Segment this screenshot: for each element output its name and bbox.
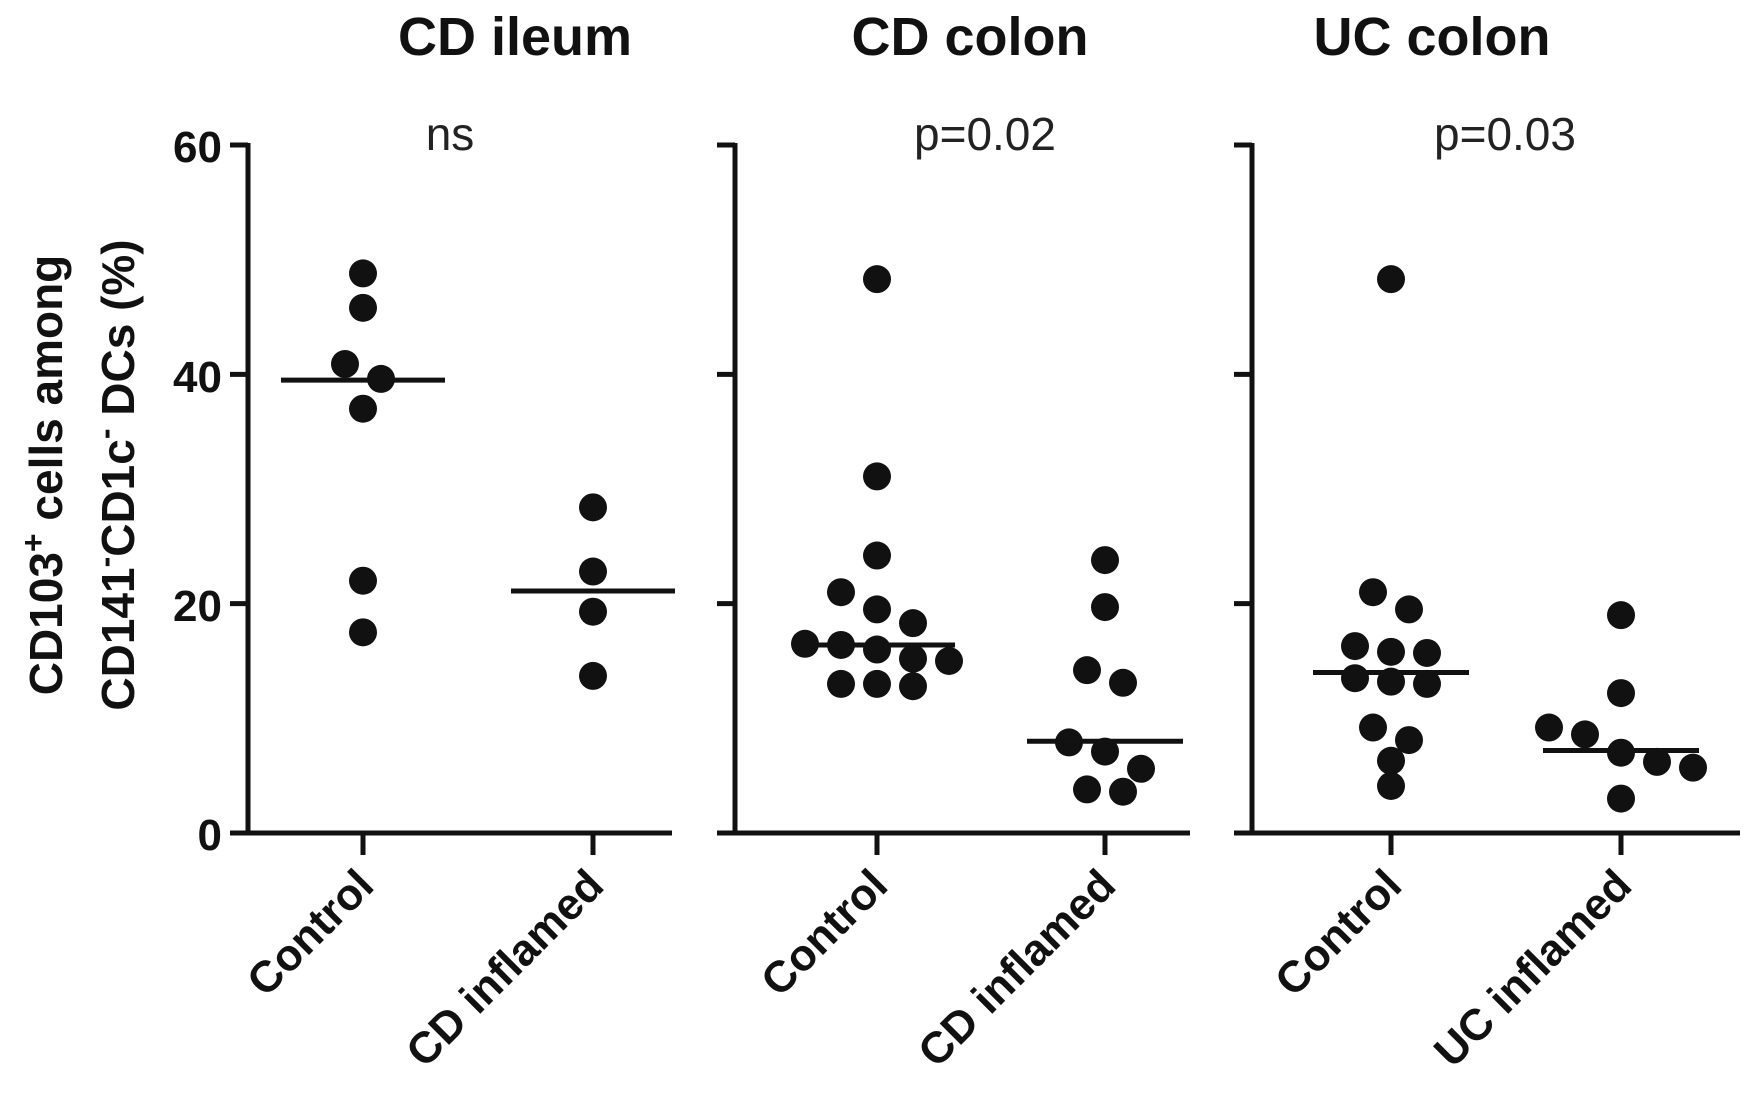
y-axis-label: CD103+ cells among CD141-CD1c- DCs (%) bbox=[15, 239, 144, 710]
data-point bbox=[579, 493, 607, 522]
data-point bbox=[1359, 713, 1387, 742]
data-point bbox=[863, 635, 891, 664]
plot-area-uc-colon bbox=[1234, 142, 1740, 855]
data-point bbox=[579, 661, 607, 690]
data-point bbox=[1571, 720, 1599, 749]
data-point bbox=[1109, 668, 1137, 697]
data-point bbox=[349, 566, 377, 595]
data-point bbox=[1073, 775, 1101, 804]
data-point bbox=[1127, 754, 1155, 783]
data-point bbox=[863, 669, 891, 698]
data-point bbox=[1109, 777, 1137, 806]
y-tick-labels: 60 40 20 0 bbox=[173, 123, 222, 860]
data-point bbox=[1607, 601, 1635, 630]
category-label-uc-colon-control: Control bbox=[1266, 860, 1411, 1005]
category-label-cd-colon-control: Control bbox=[752, 860, 897, 1005]
data-point bbox=[349, 618, 377, 647]
data-point bbox=[863, 462, 891, 491]
data-point bbox=[863, 541, 891, 570]
panel-cd-colon: CD colon p=0.02 Control CD inflamed bbox=[717, 7, 1190, 1077]
data-point bbox=[1679, 753, 1707, 782]
y-label-line2-a: CD141 bbox=[92, 567, 144, 710]
data-point bbox=[349, 394, 377, 423]
data-point bbox=[1643, 747, 1671, 776]
data-point bbox=[1377, 265, 1405, 294]
category-label-cd-colon-inflamed: CD inflamed bbox=[909, 860, 1125, 1076]
panel-title-cd-colon: CD colon bbox=[852, 7, 1089, 67]
data-point bbox=[1607, 679, 1635, 708]
y-label-line1-sup: + bbox=[15, 533, 51, 552]
data-point bbox=[827, 669, 855, 698]
data-point bbox=[1341, 632, 1369, 661]
data-point bbox=[935, 647, 963, 675]
data-point bbox=[1091, 546, 1119, 575]
data-point bbox=[899, 609, 927, 638]
data-point bbox=[349, 293, 377, 322]
data-point bbox=[863, 265, 891, 294]
data-point bbox=[1073, 656, 1101, 685]
panel-uc-colon: UC colon p=0.03 Control UC inflamed bbox=[1234, 7, 1740, 1077]
category-label-cd-ileum-inflamed: CD inflamed bbox=[397, 860, 613, 1076]
data-point bbox=[579, 597, 607, 626]
y-label-line2-sup1: - bbox=[87, 557, 123, 568]
data-point bbox=[1377, 771, 1405, 800]
y-label-line1-rest: cells among bbox=[20, 255, 72, 534]
y-tick-label-0: 0 bbox=[198, 811, 222, 860]
data-point bbox=[1091, 737, 1119, 766]
data-point bbox=[1341, 664, 1369, 693]
data-point bbox=[1413, 669, 1441, 698]
data-point bbox=[1377, 637, 1405, 666]
panel-stat-uc-colon: p=0.03 bbox=[1434, 108, 1576, 160]
svg-text:CD103+ cells among: CD103+ cells among bbox=[15, 255, 72, 696]
data-point bbox=[331, 350, 359, 379]
y-label-line2-sup2: - bbox=[87, 429, 123, 440]
data-point bbox=[1395, 726, 1423, 755]
y-label-line2-b: CD1c bbox=[92, 439, 144, 557]
panel-stat-cd-ileum: ns bbox=[426, 108, 475, 160]
data-point bbox=[1395, 595, 1423, 624]
panel-title-uc-colon: UC colon bbox=[1314, 7, 1551, 67]
y-tick-label-20: 20 bbox=[173, 582, 222, 631]
category-label-cd-ileum-control: Control bbox=[238, 860, 383, 1005]
data-point bbox=[827, 578, 855, 607]
plot-area-cd-colon bbox=[717, 142, 1190, 855]
data-point bbox=[1091, 593, 1119, 622]
panel-cd-ileum: CD ileum ns Control CD inflamed bbox=[230, 7, 675, 1077]
data-point bbox=[1607, 784, 1635, 813]
data-point bbox=[1359, 578, 1387, 607]
plot-area-cd-ileum bbox=[230, 142, 675, 855]
y-tick-label-60: 60 bbox=[173, 123, 222, 172]
panel-stat-cd-colon: p=0.02 bbox=[914, 108, 1056, 160]
panel-title-cd-ileum: CD ileum bbox=[398, 7, 632, 67]
data-point bbox=[1535, 713, 1563, 742]
data-point bbox=[863, 595, 891, 624]
y-label-line1-a: CD103 bbox=[20, 552, 72, 695]
category-label-uc-colon-inflamed: UC inflamed bbox=[1425, 860, 1641, 1076]
y-tick-label-40: 40 bbox=[173, 353, 222, 402]
data-point bbox=[899, 672, 927, 701]
svg-text:CD141-CD1c- DCs (%): CD141-CD1c- DCs (%) bbox=[87, 239, 144, 710]
data-point bbox=[349, 259, 377, 288]
data-point bbox=[899, 644, 927, 673]
data-point bbox=[579, 557, 607, 586]
data-point bbox=[1377, 746, 1405, 775]
data-point bbox=[1413, 638, 1441, 667]
y-label-line2-c: DCs (%) bbox=[92, 239, 144, 428]
